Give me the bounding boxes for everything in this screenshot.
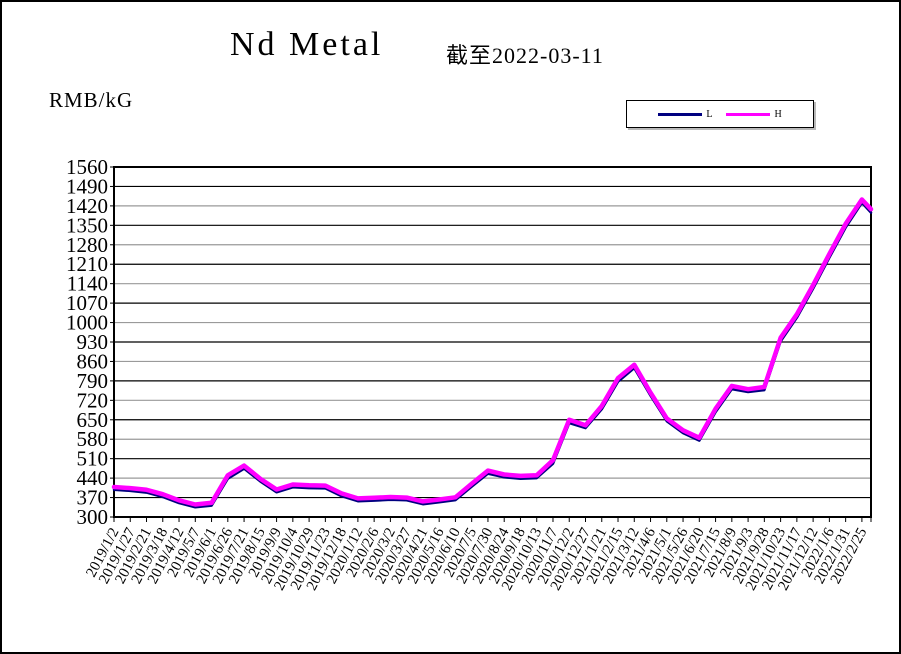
y-tick-label: 1070 bbox=[66, 291, 108, 315]
y-tick-label: 580 bbox=[77, 427, 109, 451]
y-axis-unit-label: RMB/kG bbox=[49, 88, 134, 112]
y-tick-label: 1000 bbox=[66, 311, 108, 335]
legend-line-sample-h bbox=[726, 112, 771, 116]
y-tick-label: 1140 bbox=[67, 272, 108, 296]
y-tick-label: 1420 bbox=[66, 194, 108, 218]
y-tick-label: 1350 bbox=[66, 213, 108, 237]
series-line-l bbox=[112, 201, 873, 509]
y-tick-label: 370 bbox=[77, 486, 109, 510]
y-tick-label: 440 bbox=[77, 466, 109, 490]
legend-label-h: H bbox=[774, 108, 782, 120]
y-tick-label: 1210 bbox=[66, 252, 108, 276]
chart-title: Nd Metal bbox=[230, 26, 384, 63]
y-tick-label: 300 bbox=[77, 505, 109, 529]
y-tick-label: 1490 bbox=[66, 174, 108, 198]
legend-label-l: L bbox=[706, 108, 713, 120]
legend-entry-h: H bbox=[726, 108, 782, 120]
y-tick-label: 860 bbox=[77, 349, 109, 373]
y-tick-label: 790 bbox=[77, 369, 109, 393]
y-tick-label: 930 bbox=[77, 330, 109, 354]
legend-entry-l: L bbox=[658, 109, 712, 120]
y-tick-label: 1560 bbox=[66, 155, 108, 179]
y-tick-label: 720 bbox=[77, 388, 109, 412]
y-tick-label: 1280 bbox=[66, 233, 108, 257]
legend: L H bbox=[626, 100, 814, 128]
legend-line-sample-l bbox=[658, 112, 703, 116]
plot-border bbox=[113, 166, 872, 518]
chart-subtitle: 截至2022-03-11 bbox=[446, 43, 604, 68]
y-tick-label: 650 bbox=[77, 408, 109, 432]
y-tick-label: 510 bbox=[77, 447, 109, 471]
series-line-h bbox=[111, 197, 874, 507]
